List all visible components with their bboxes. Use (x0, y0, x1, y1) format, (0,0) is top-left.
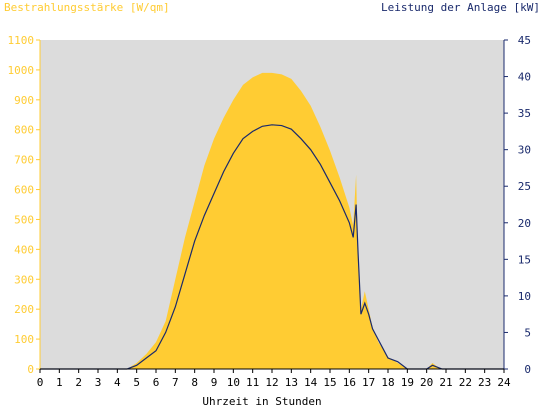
left-axis-title: Bestrahlungsstärke [W/qm] (4, 1, 170, 14)
left-tick-label: 300 (14, 273, 34, 286)
x-tick-label: 14 (304, 376, 318, 389)
x-tick-label: 21 (439, 376, 452, 389)
right-tick-label: 45 (518, 34, 531, 47)
right-axis-ticks: 0 5 10 15 20 25 30 35 40 45 (504, 34, 531, 376)
left-tick-label: 0 (27, 363, 34, 376)
x-tick-label: 20 (420, 376, 433, 389)
x-tick-label: 19 (401, 376, 414, 389)
x-tick-label: 13 (285, 376, 298, 389)
x-tick-label: 6 (153, 376, 160, 389)
x-tick-label: 15 (323, 376, 336, 389)
left-tick-label: 1000 (8, 64, 35, 77)
x-tick-label: 1 (56, 376, 63, 389)
right-axis-title: Leistung der Anlage [kW] (381, 1, 540, 14)
right-tick-label: 20 (518, 217, 531, 230)
right-tick-label: 25 (518, 180, 531, 193)
x-tick-label: 8 (191, 376, 198, 389)
right-tick-label: 0 (524, 363, 531, 376)
x-tick-label: 22 (459, 376, 472, 389)
left-tick-label: 200 (14, 303, 34, 316)
x-tick-label: 18 (381, 376, 394, 389)
x-tick-label: 17 (362, 376, 375, 389)
left-tick-label: 600 (14, 184, 34, 197)
right-tick-label: 40 (518, 71, 531, 84)
power-line (40, 124, 504, 370)
irradiance-area (40, 72, 504, 370)
left-tick-label: 400 (14, 243, 34, 256)
x-tick-label: 9 (211, 376, 218, 389)
x-tick-label: 7 (172, 376, 179, 389)
left-tick-label: 700 (14, 154, 34, 167)
right-tick-label: 10 (518, 290, 531, 303)
x-axis-ticks: 0 1 2 3 4 5 6 7 8 9 10 11 12 13 14 15 16 17 18 19 20 21 22 23 24 (37, 369, 511, 389)
x-tick-label: 16 (343, 376, 356, 389)
x-tick-label: 0 (37, 376, 44, 389)
x-tick-label: 3 (95, 376, 102, 389)
left-tick-label: 500 (14, 213, 34, 226)
x-tick-label: 5 (133, 376, 140, 389)
x-tick-label: 4 (114, 376, 121, 389)
right-tick-label: 35 (518, 107, 531, 120)
left-tick-label: 800 (14, 124, 34, 137)
x-tick-label: 23 (478, 376, 491, 389)
x-tick-label: 2 (75, 376, 82, 389)
x-tick-label: 10 (227, 376, 240, 389)
right-tick-label: 15 (518, 253, 531, 266)
left-tick-label: 1100 (8, 34, 35, 47)
left-axis-ticks: 0 100 200 300 400 500 600 700 800 900 1000 1100 (8, 34, 40, 376)
left-tick-label: 100 (14, 333, 34, 346)
x-axis-label: Uhrzeit in Stunden (202, 395, 321, 408)
left-tick-label: 900 (14, 94, 34, 107)
right-tick-label: 30 (518, 144, 531, 157)
x-tick-label: 12 (265, 376, 278, 389)
x-tick-label: 24 (497, 376, 511, 389)
right-tick-label: 5 (524, 326, 531, 339)
x-tick-label: 11 (246, 376, 259, 389)
